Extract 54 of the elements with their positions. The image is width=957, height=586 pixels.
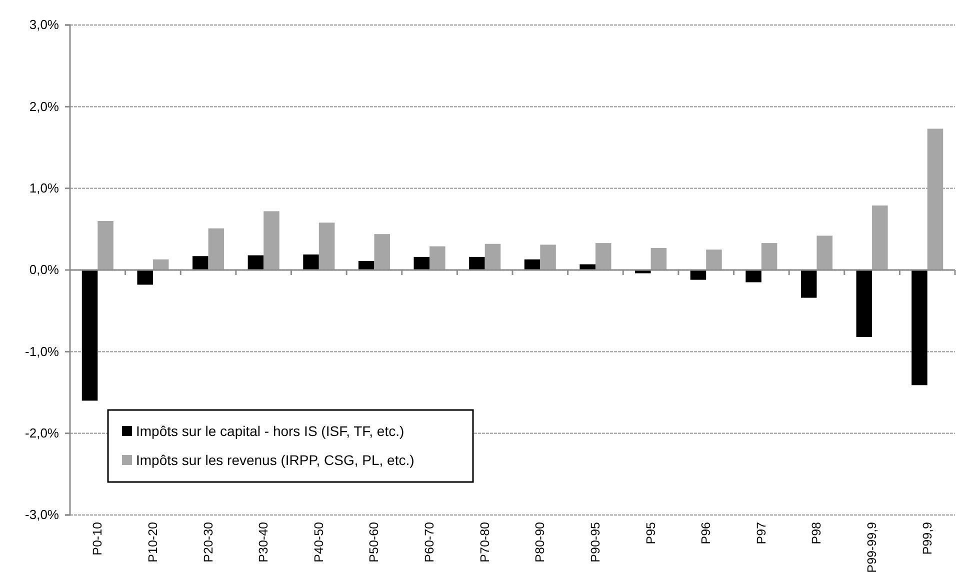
- bar: [690, 270, 706, 280]
- bar: [82, 270, 98, 401]
- bar: [912, 270, 928, 386]
- bar: [358, 261, 374, 270]
- bar: [706, 250, 722, 270]
- x-tick-label: P99,9: [920, 522, 934, 555]
- bar: [856, 270, 872, 337]
- bar: [595, 243, 612, 270]
- y-tick-label: 3,0%: [29, 17, 60, 32]
- bar: [816, 236, 832, 270]
- bar: [746, 270, 762, 282]
- bar: [761, 243, 778, 270]
- y-tick-label: 0,0%: [29, 262, 60, 278]
- x-tick-label: P95: [644, 522, 658, 544]
- legend-label: Impôts sur les revenus (IRPP, CSG, PL, etc.): [136, 452, 414, 468]
- bar: [484, 244, 501, 270]
- bar: [152, 259, 169, 270]
- y-tick-label: 1,0%: [29, 180, 60, 196]
- bar: [524, 259, 540, 270]
- x-tick-label: P60-70: [422, 522, 437, 562]
- x-tick-label: P96: [699, 522, 714, 544]
- bar: [318, 222, 335, 270]
- x-tick-label: P99-99,9: [865, 522, 880, 573]
- bar: [430, 246, 446, 270]
- y-tick-label: -3,0%: [25, 507, 60, 522]
- bar: [650, 248, 667, 270]
- bar: [98, 221, 114, 270]
- bar: [208, 228, 224, 270]
- bar: [137, 270, 153, 285]
- x-tick-label: P97: [754, 522, 768, 544]
- x-tick-label: P10-20: [146, 522, 160, 562]
- x-tick-label: P80-90: [533, 522, 548, 562]
- bar: [192, 256, 208, 270]
- bar: [469, 256, 485, 270]
- x-tick-label: P40-50: [312, 522, 326, 562]
- bar: [264, 211, 280, 270]
- x-tick-label: P70-80: [478, 522, 492, 562]
- y-tick-label: 2,0%: [29, 98, 60, 114]
- x-tick-label: P98: [810, 522, 824, 544]
- x-tick-label: P90-95: [588, 522, 602, 562]
- legend-label: Impôts sur le capital - hors IS (ISF, TF, etc.): [136, 422, 404, 439]
- bar: [800, 270, 817, 298]
- bar: [374, 234, 390, 270]
- bar: [414, 256, 430, 270]
- x-tick-label: P30-40: [256, 522, 271, 562]
- x-tick-label: P20-30: [201, 522, 216, 562]
- bar: [248, 255, 264, 270]
- x-tick-label: P0-10: [90, 522, 105, 556]
- y-tick-label: -2,0%: [25, 425, 60, 440]
- y-tick-label: -1,0%: [25, 344, 60, 359]
- bar: [540, 244, 556, 270]
- x-tick-label: P50-60: [367, 522, 382, 562]
- bar: [303, 254, 319, 270]
- bar: [872, 205, 888, 270]
